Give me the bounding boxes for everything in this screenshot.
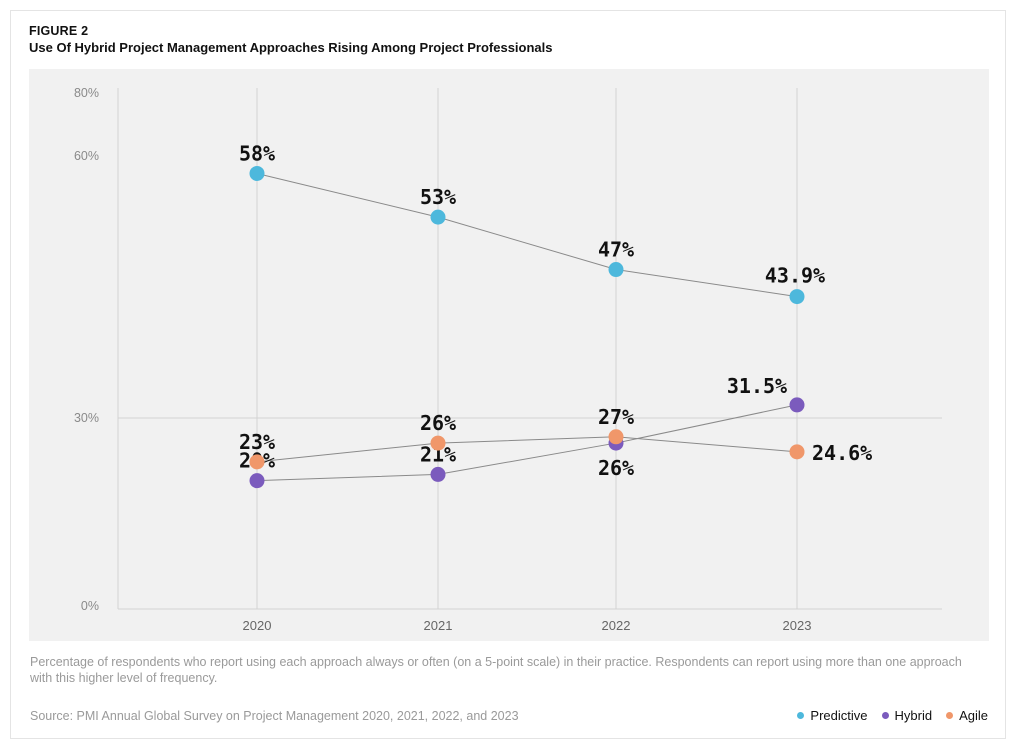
- figure-title: Use Of Hybrid Project Management Approac…: [29, 40, 553, 55]
- data-point-hybrid: [430, 466, 446, 482]
- legend-marker-agile: [946, 712, 954, 719]
- y-tick-label: 0%: [81, 599, 99, 613]
- legend-item-hybrid: Hybrid: [881, 708, 933, 723]
- chart-legend: Predictive Hybrid Agile: [797, 708, 988, 723]
- data-label-hybrid: 26%: [598, 456, 634, 480]
- data-point-agile: [608, 429, 624, 445]
- data-label-hybrid: 31.5%: [727, 374, 787, 398]
- data-label-agile: 26%: [420, 411, 456, 435]
- legend-label-agile: Agile: [959, 708, 988, 723]
- y-tick-label: 80%: [74, 86, 99, 100]
- y-tick-label: 30%: [74, 411, 99, 425]
- plot-area: [29, 69, 989, 641]
- legend-label-predictive: Predictive: [810, 708, 868, 723]
- x-tick-label: 2022: [602, 618, 631, 633]
- legend-item-agile: Agile: [946, 708, 988, 723]
- series-line-hybrid: [256, 404, 798, 482]
- data-point-predictive: [430, 209, 446, 225]
- data-label-predictive: 58%: [239, 141, 275, 165]
- legend-marker-hybrid: [881, 712, 889, 719]
- x-tick-label: 2021: [424, 618, 453, 633]
- data-point-predictive: [789, 289, 805, 305]
- data-label-agile: 24.6%: [812, 441, 872, 465]
- data-point-hybrid: [789, 397, 805, 413]
- data-label-agile: 27%: [598, 405, 634, 429]
- legend-marker-predictive: [797, 712, 805, 719]
- figure-label: FIGURE 2: [29, 24, 89, 38]
- data-label-predictive: 47%: [598, 238, 634, 262]
- chart-source: Source: PMI Annual Global Survey on Proj…: [30, 709, 519, 723]
- chart-footnote: Percentage of respondents who report usi…: [30, 655, 962, 685]
- data-point-predictive: [608, 262, 624, 278]
- legend-label-hybrid: Hybrid: [894, 708, 933, 723]
- y-tick-label: 60%: [74, 149, 99, 163]
- data-point-agile: [430, 435, 446, 451]
- data-point-predictive: [249, 165, 265, 181]
- data-label-predictive: 43.9%: [765, 264, 825, 288]
- legend-item-predictive: Predictive: [797, 708, 868, 723]
- data-label-agile: 23%: [239, 430, 275, 454]
- data-point-agile: [249, 454, 265, 470]
- x-tick-label: 2020: [243, 618, 272, 633]
- data-point-hybrid: [249, 473, 265, 489]
- x-tick-label: 2023: [783, 618, 812, 633]
- series-line-predictive: [256, 172, 798, 298]
- data-point-agile: [789, 444, 805, 460]
- data-label-predictive: 53%: [420, 185, 456, 209]
- series-line-agile: [256, 436, 798, 463]
